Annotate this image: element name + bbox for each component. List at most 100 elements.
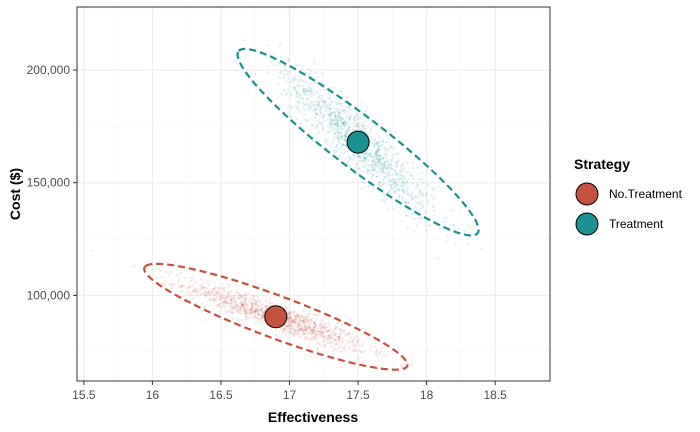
scatter-point — [386, 166, 390, 169]
scatter-point — [250, 307, 253, 310]
scatter-point — [393, 170, 397, 173]
scatter-point — [335, 144, 338, 147]
scatter-point — [375, 156, 378, 159]
scatter-point — [306, 328, 309, 331]
scatter-point — [329, 111, 332, 115]
scatter-point — [301, 329, 304, 332]
scatter-point — [229, 301, 232, 304]
scatter-point — [235, 303, 238, 306]
scatter-point — [216, 289, 220, 293]
scatter-point — [239, 305, 242, 308]
scatter-point — [432, 209, 436, 212]
scatter-point — [383, 200, 386, 204]
scatter-point — [371, 164, 375, 167]
scatter-point — [380, 162, 383, 166]
scatter-point — [315, 112, 318, 115]
scatter-point — [431, 189, 434, 192]
scatter-point — [235, 310, 238, 313]
scatter-point — [313, 326, 317, 329]
scatter-point — [251, 311, 254, 314]
scatter-point — [311, 108, 314, 112]
scatter-point — [401, 189, 404, 192]
scatter-point — [213, 299, 216, 302]
scatter-point — [306, 90, 309, 93]
scatter-point — [353, 156, 357, 160]
scatter-point — [317, 95, 320, 99]
scatter-point — [318, 333, 321, 337]
scatter-point — [385, 153, 388, 156]
scatter-point — [342, 143, 345, 147]
scatter-point — [297, 332, 300, 335]
scatter-point — [432, 187, 435, 190]
scatter-point — [267, 71, 270, 74]
scatter-point — [404, 183, 407, 186]
scatter-point — [324, 88, 327, 91]
scatter-point — [279, 327, 282, 330]
scatter-point — [256, 317, 259, 320]
scatter-point — [189, 285, 192, 288]
scatter-point — [219, 296, 223, 299]
scatter-point — [321, 99, 324, 103]
scatter-point — [189, 294, 193, 297]
scatter-point — [372, 145, 376, 148]
scatter-point — [339, 152, 343, 155]
scatter-point — [239, 300, 242, 303]
scatter-point — [327, 122, 330, 125]
scatter-point — [337, 127, 340, 130]
scatter-point — [376, 141, 380, 144]
scatter-point — [254, 311, 257, 314]
scatter-point — [369, 129, 372, 133]
scatter-point — [283, 89, 286, 92]
scatter-point — [194, 302, 198, 305]
scatter-point — [392, 181, 395, 184]
scatter-point — [374, 160, 378, 164]
scatter-point — [253, 310, 256, 314]
scatter-point — [328, 107, 331, 111]
scatter-point — [335, 150, 338, 153]
scatter-point — [312, 336, 315, 339]
scatter-point — [338, 103, 341, 106]
scatter-point — [373, 143, 377, 146]
scatter-point — [298, 316, 301, 319]
scatter-point — [418, 190, 422, 193]
scatter-point — [254, 309, 258, 312]
scatter-point — [202, 292, 205, 295]
scatter-point — [329, 344, 333, 348]
scatter-point — [337, 124, 340, 127]
scatter-point — [335, 137, 339, 140]
scatter-point — [286, 88, 289, 91]
scatter-point — [309, 94, 312, 98]
scatter-point — [342, 109, 345, 112]
scatter-point — [317, 100, 320, 103]
scatter-point — [302, 327, 305, 331]
scatter-point — [286, 321, 289, 325]
scatter-point — [369, 155, 372, 158]
scatter-point — [368, 169, 371, 172]
scatter-point — [316, 103, 319, 107]
scatter-point — [420, 203, 423, 207]
scatter-point — [285, 307, 288, 310]
scatter-point — [327, 106, 330, 109]
scatter-point — [237, 305, 240, 308]
scatter-point — [379, 185, 382, 188]
scatter-point — [231, 311, 234, 315]
scatter-point — [309, 339, 312, 342]
scatter-point — [327, 330, 331, 333]
scatter-point — [375, 348, 378, 351]
scatter-point — [307, 330, 311, 333]
scatter-point — [203, 286, 206, 289]
scatter-point — [367, 153, 370, 156]
scatter-point — [352, 117, 355, 121]
scatter-point — [336, 129, 339, 133]
scatter-point — [344, 135, 348, 138]
scatter-point — [294, 322, 297, 325]
scatter-point — [281, 329, 284, 332]
scatter-point — [224, 299, 227, 302]
scatter-point — [265, 305, 268, 308]
scatter-point — [304, 325, 307, 328]
scatter-point — [250, 305, 254, 308]
scatter-point — [327, 337, 330, 341]
scatter-point — [354, 124, 358, 127]
scatter-point — [389, 146, 392, 149]
scatter-point — [381, 139, 384, 143]
